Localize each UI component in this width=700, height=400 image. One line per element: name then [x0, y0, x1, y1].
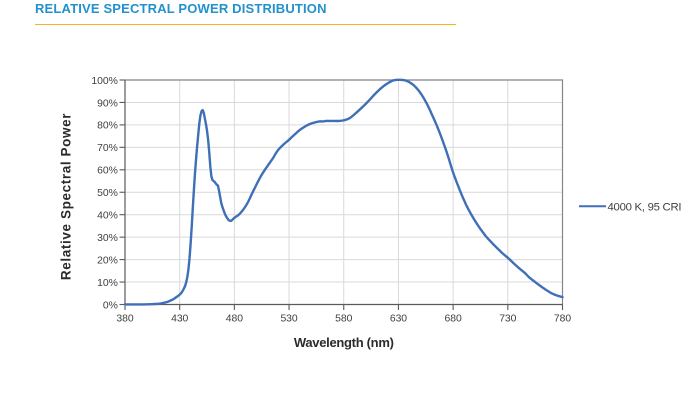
svg-text:430: 430	[171, 314, 188, 325]
svg-text:Relative Spectral Power: Relative Spectral Power	[59, 113, 74, 280]
svg-text:60%: 60%	[97, 166, 118, 177]
svg-text:90%: 90%	[97, 98, 118, 109]
svg-text:380: 380	[116, 314, 133, 325]
svg-text:730: 730	[499, 314, 516, 325]
svg-text:100%: 100%	[91, 76, 117, 87]
svg-text:Wavelength (nm): Wavelength (nm)	[294, 335, 394, 350]
svg-text:40%: 40%	[97, 211, 118, 222]
svg-text:530: 530	[280, 314, 297, 325]
svg-text:70%: 70%	[97, 143, 118, 154]
svg-text:0%: 0%	[103, 300, 118, 311]
svg-text:4000 K, 95 CRI: 4000 K, 95 CRI	[608, 201, 682, 213]
svg-text:80%: 80%	[97, 121, 118, 132]
svg-text:480: 480	[226, 314, 243, 325]
svg-text:680: 680	[445, 314, 462, 325]
svg-text:10%: 10%	[97, 278, 118, 289]
svg-text:30%: 30%	[97, 233, 118, 244]
svg-text:780: 780	[554, 314, 571, 325]
svg-text:630: 630	[390, 314, 407, 325]
svg-text:580: 580	[335, 314, 352, 325]
svg-text:50%: 50%	[97, 188, 118, 199]
svg-text:20%: 20%	[97, 255, 118, 266]
